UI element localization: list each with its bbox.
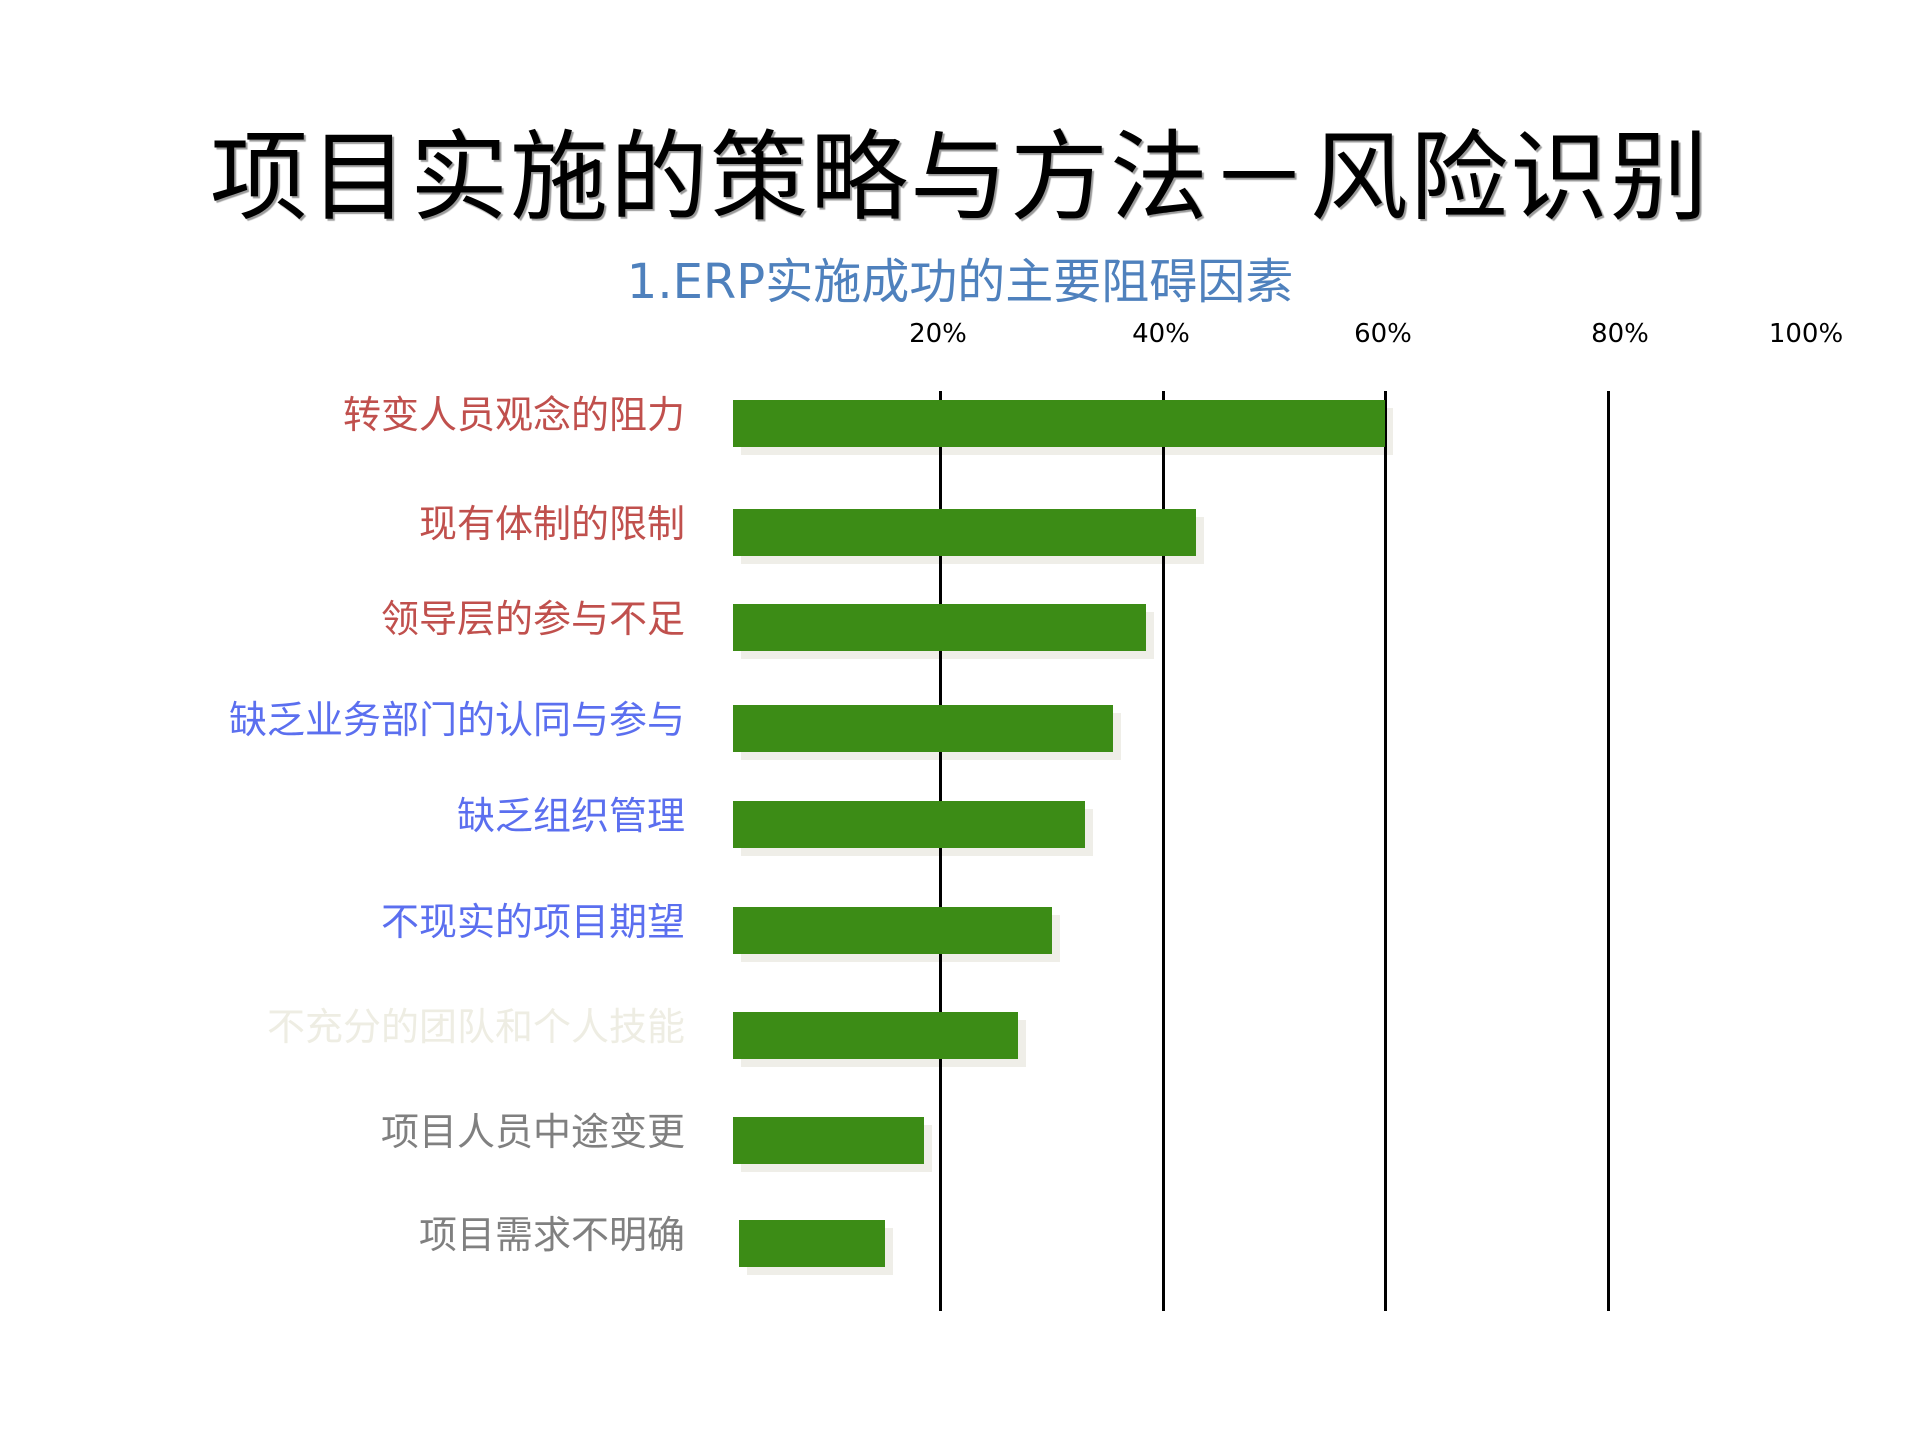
category-label: 不充分的团队和个人技能 — [266, 1005, 685, 1049]
axis-tick-label: 20% — [909, 319, 967, 349]
category-label: 缺乏组织管理 — [456, 794, 685, 838]
slide-title: 项目实施的策略与方法－风险识别 — [209, 121, 1710, 235]
gridline — [1384, 391, 1388, 1311]
category-label: 转变人员观念的阻力 — [342, 393, 685, 437]
axis-tick-label: 40% — [1132, 319, 1190, 349]
category-label: 现有体制的限制 — [418, 502, 685, 546]
bar — [739, 1220, 885, 1267]
chart-subtitle: 1.ERP实施成功的主要阻碍因素 — [626, 254, 1294, 310]
bar — [733, 801, 1085, 848]
bar — [733, 400, 1386, 447]
axis-tick-label: 60% — [1354, 319, 1412, 349]
category-label: 项目需求不明确 — [418, 1213, 685, 1257]
bar — [733, 705, 1113, 752]
bar — [733, 1012, 1019, 1059]
category-label: 领导层的参与不足 — [380, 597, 685, 641]
gridline — [1606, 391, 1610, 1311]
gridline — [1161, 391, 1165, 1311]
bar — [733, 1117, 924, 1164]
bar — [733, 604, 1147, 651]
axis-tick-label: 100% — [1768, 319, 1844, 349]
category-label: 项目人员中途变更 — [380, 1110, 685, 1154]
category-label: 缺乏业务部门的认同与参与 — [228, 698, 685, 742]
gridline — [939, 391, 943, 1311]
axis-tick-label: 80% — [1591, 319, 1649, 349]
category-label: 不现实的项目期望 — [380, 900, 685, 944]
bar — [733, 907, 1052, 954]
bar — [733, 509, 1197, 556]
